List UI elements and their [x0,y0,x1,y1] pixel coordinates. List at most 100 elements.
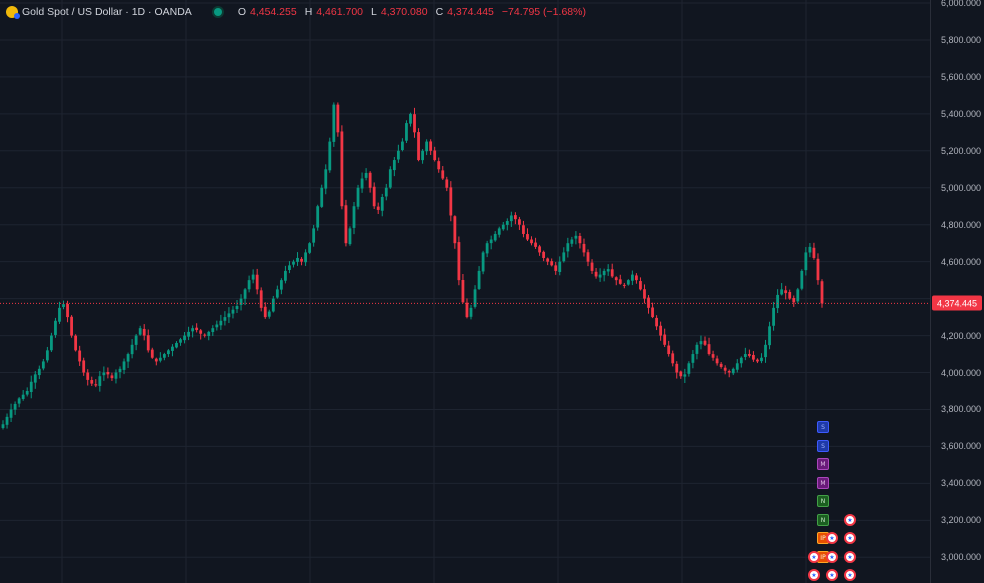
candle-up[interactable] [292,261,295,265]
candle-up[interactable] [562,252,566,262]
us-flag-icon[interactable]: ★ [826,532,838,544]
pmi-event-icon[interactable]: S [817,440,829,452]
candle-up[interactable] [54,320,57,335]
candle-up[interactable] [183,335,186,341]
candle-down[interactable] [74,335,78,351]
candle-down[interactable] [752,354,755,360]
candle-up[interactable] [332,104,336,142]
candle-down[interactable] [441,170,445,179]
candle-up[interactable] [493,233,497,241]
earnings-event-icon[interactable]: M [817,458,829,470]
candle-up[interactable] [37,368,41,376]
candle-up[interactable] [243,289,247,299]
candle-up[interactable] [171,346,174,351]
us-flag-icon[interactable]: ★ [844,569,856,581]
candle-down[interactable] [582,243,586,253]
candle-down[interactable] [461,279,465,303]
candle-up[interactable] [1,424,5,428]
candle-down[interactable] [719,363,723,367]
candle-up[interactable] [207,331,211,337]
candle-up[interactable] [179,339,182,343]
candle-down[interactable] [663,334,667,345]
candle-up[interactable] [558,261,562,272]
candle-down[interactable] [651,307,654,318]
candle-down[interactable] [594,271,598,277]
candle-down[interactable] [376,206,380,210]
candle-up[interactable] [98,376,102,386]
candle-down[interactable] [756,359,759,362]
candle-down[interactable] [538,246,541,253]
candle-up[interactable] [570,239,574,244]
candle-up[interactable] [187,331,190,337]
candle-up[interactable] [396,150,400,160]
candle-up[interactable] [275,289,279,298]
candle-down[interactable] [622,284,626,286]
candle-up[interactable] [284,270,287,281]
candle-up[interactable] [392,160,396,171]
candle-up[interactable] [227,313,231,318]
candle-down[interactable] [820,281,824,304]
chart-area[interactable] [0,0,930,583]
candle-down[interactable] [530,239,533,244]
candle-up[interactable] [760,357,763,362]
news-event-icon[interactable]: N [817,495,829,507]
candle-down[interactable] [518,219,521,225]
symbol-title[interactable]: Gold Spot / US Dollar · 1D · OANDA [22,6,192,18]
candle-down[interactable] [655,317,658,327]
us-flag-icon[interactable]: ★ [826,551,838,563]
candle-up[interactable] [138,328,142,335]
candle-up[interactable] [17,398,21,404]
candle-up[interactable] [235,306,239,310]
candle-up[interactable] [501,224,505,230]
candle-up[interactable] [485,243,489,254]
candle-up[interactable] [324,169,328,189]
candle-up[interactable] [5,416,9,425]
candle-down[interactable] [449,187,453,216]
candle-down[interactable] [82,360,86,373]
candle-down[interactable] [526,234,529,240]
candle-up[interactable] [739,357,743,364]
candle-up[interactable] [497,228,501,235]
candle-up[interactable] [162,354,166,358]
candle-down[interactable] [199,330,203,334]
us-flag-icon[interactable]: ★ [808,569,820,581]
candle-down[interactable] [263,306,267,318]
candle-up[interactable] [489,239,493,244]
candle-down[interactable] [336,104,340,133]
candle-up[interactable] [691,354,695,363]
candle-down[interactable] [643,289,646,299]
earnings-event-icon[interactable]: M [817,477,829,489]
candle-up[interactable] [175,342,178,348]
candle-down[interactable] [812,247,816,258]
candle-down[interactable] [259,290,263,308]
candle-down[interactable] [445,179,449,188]
candle-down[interactable] [590,262,594,271]
candle-down[interactable] [433,150,437,161]
candle-down[interactable] [711,354,715,358]
candle-down[interactable] [457,242,461,281]
candle-up[interactable] [384,187,388,197]
candle-up[interactable] [130,344,134,355]
us-flag-icon[interactable]: ★ [808,551,820,563]
candle-up[interactable] [630,274,634,281]
candle-up[interactable] [606,269,610,272]
candle-down[interactable] [70,316,73,336]
candle-down[interactable] [195,327,199,331]
candle-up[interactable] [469,307,473,317]
candle-down[interactable] [639,281,642,290]
candle-down[interactable] [110,375,114,379]
candle-up[interactable] [352,206,356,228]
candle-up[interactable] [33,374,37,383]
candle-down[interactable] [614,277,618,281]
us-flag-icon[interactable]: ★ [844,514,856,526]
candle-up[interactable] [25,391,29,395]
candle-up[interactable] [735,363,739,370]
candle-down[interactable] [513,215,517,220]
us-flag-icon[interactable]: ★ [844,551,856,563]
candle-up[interactable] [328,141,332,171]
candle-up[interactable] [320,187,324,207]
candle-down[interactable] [546,258,550,262]
us-flag-icon[interactable]: ★ [826,569,838,581]
candle-up[interactable] [308,243,312,253]
candle-up[interactable] [114,372,118,379]
